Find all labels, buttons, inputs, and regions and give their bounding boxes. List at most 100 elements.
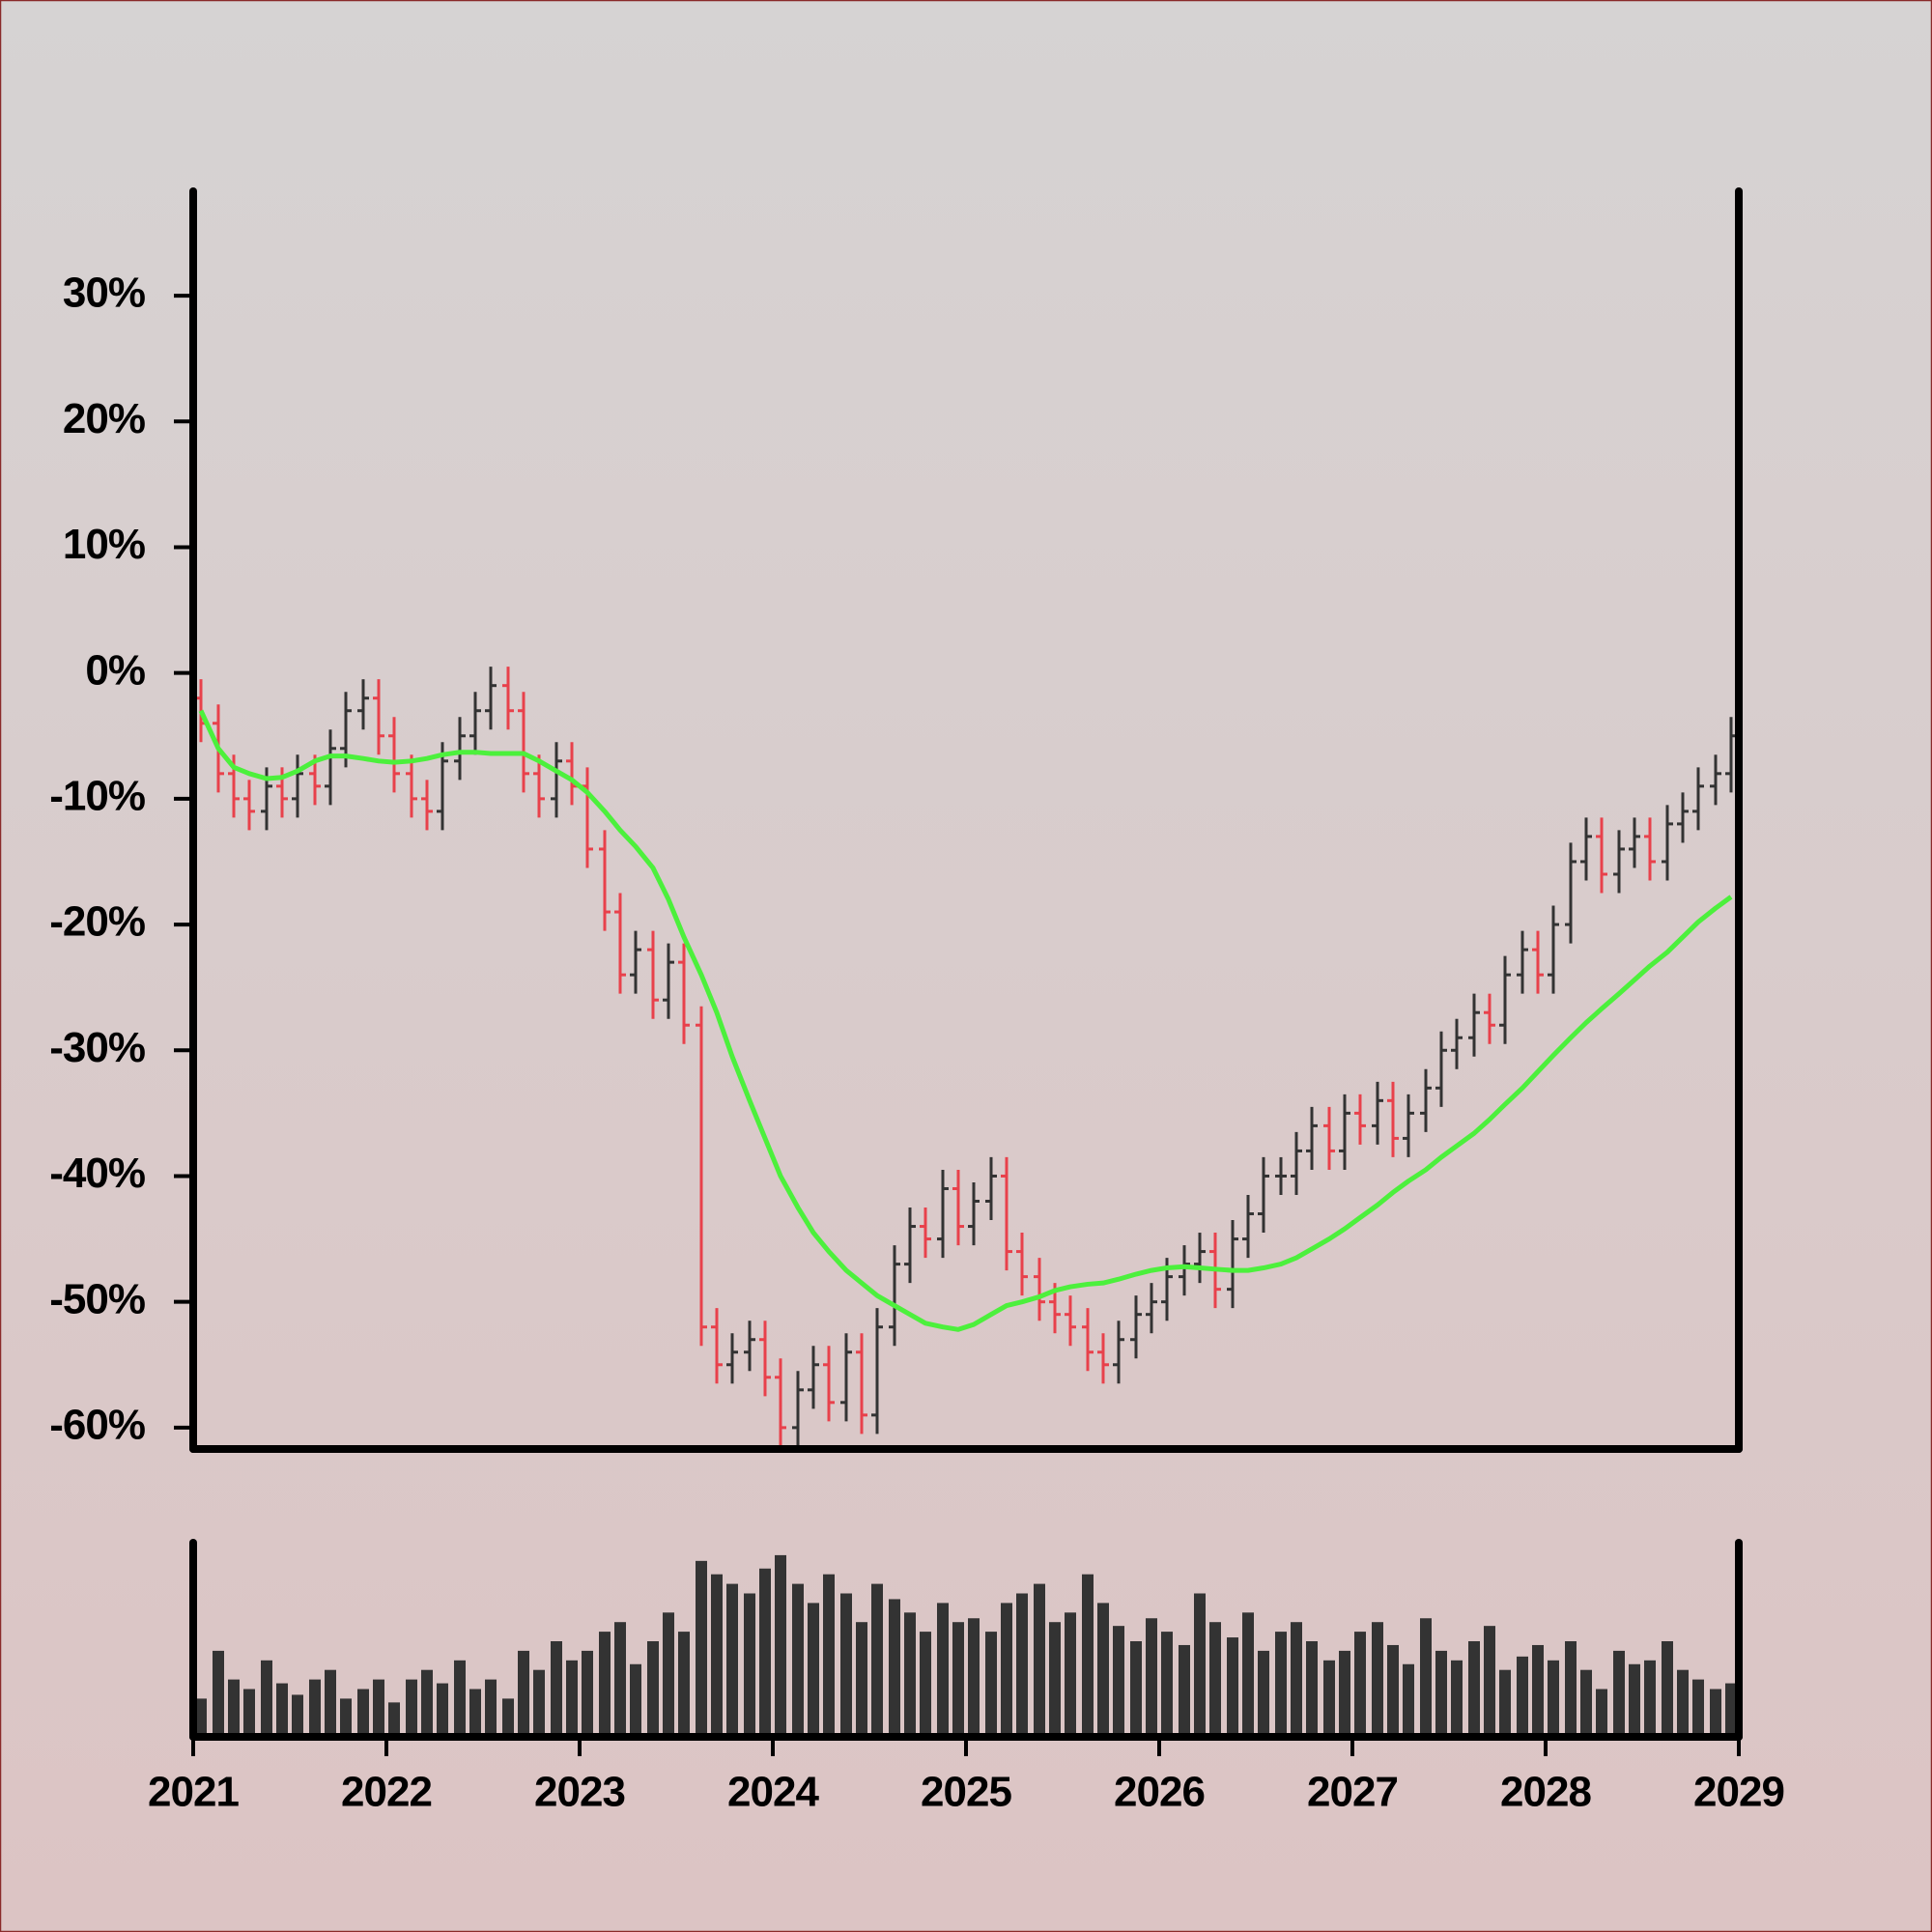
volume-bar [1227, 1637, 1238, 1737]
x-tick-label: 2027 [1307, 1769, 1398, 1816]
volume-bar [1161, 1632, 1173, 1737]
volume-bar [1387, 1644, 1399, 1737]
x-tick-label: 2023 [534, 1769, 625, 1816]
volume-bar [1049, 1622, 1061, 1737]
y-tick-label: 20% [63, 395, 145, 442]
volume-panel [195, 1554, 1737, 1737]
volume-bar [1339, 1650, 1350, 1737]
volume-bar [1146, 1618, 1157, 1737]
volume-bar [373, 1679, 384, 1737]
volume-bar [1662, 1641, 1673, 1737]
volume-bar [1677, 1669, 1689, 1737]
volume-bar [599, 1632, 611, 1737]
volume-bar [1517, 1656, 1528, 1737]
volume-bar [1580, 1669, 1592, 1737]
volume-bar [840, 1593, 852, 1737]
volume-bar [744, 1593, 755, 1737]
axes [189, 187, 1743, 1741]
volume-bar [325, 1669, 336, 1737]
volume-bar [454, 1660, 466, 1737]
x-tick-label: 2029 [1693, 1769, 1784, 1816]
volume-bar [1291, 1622, 1302, 1737]
volume-bar [1548, 1660, 1559, 1737]
volume-bar [566, 1660, 578, 1737]
y-tick-label: -40% [49, 1150, 145, 1197]
x-tick-label: 2028 [1500, 1769, 1591, 1816]
volume-bar [1113, 1626, 1124, 1737]
volume-bar [551, 1641, 562, 1737]
volume-bar [502, 1698, 514, 1737]
volume-bar [678, 1632, 690, 1737]
volume-bar [630, 1663, 641, 1737]
volume-bar [775, 1554, 786, 1737]
volume-bar [920, 1632, 931, 1737]
volume-bar [985, 1632, 997, 1737]
volume-bar [1692, 1679, 1704, 1737]
volume-bar [808, 1603, 819, 1737]
volume-bar [1451, 1660, 1463, 1737]
volume-bar [1644, 1660, 1656, 1737]
volume-bar [952, 1622, 964, 1737]
volume-bar [663, 1612, 674, 1737]
volume-bar [1242, 1612, 1254, 1737]
volume-bar [1082, 1574, 1094, 1737]
volume-bar [1323, 1660, 1335, 1737]
volume-bar [582, 1650, 593, 1737]
volume-bar [1565, 1641, 1577, 1737]
volume-bar [276, 1683, 288, 1737]
volume-bar [823, 1574, 835, 1737]
y-tick-label: 30% [63, 270, 145, 317]
volume-bar [1420, 1618, 1432, 1737]
y-tick-label: -50% [49, 1275, 145, 1322]
volume-bar [1403, 1663, 1414, 1737]
moving-average [198, 709, 1733, 1332]
volume-bar [1275, 1632, 1287, 1737]
y-tick-label: -60% [49, 1401, 145, 1448]
volume-bar [1596, 1689, 1607, 1737]
volume-bar [421, 1669, 433, 1737]
ticks: 30% 20% 10% 0% -10% -20% -30% -40% -50% -60% 2021 2… [49, 270, 1785, 1816]
volume-bar [726, 1583, 738, 1737]
volume-bar [518, 1650, 529, 1737]
volume-bar [1532, 1644, 1544, 1737]
volume-bar [388, 1702, 400, 1737]
x-tick-label: 2021 [148, 1769, 239, 1816]
volume-bar [533, 1669, 545, 1737]
volume-bar [1484, 1626, 1495, 1737]
x-tick-label: 2026 [1114, 1769, 1205, 1816]
volume-bar [1097, 1603, 1109, 1737]
volume-bar [1629, 1663, 1640, 1737]
volume-bar [968, 1618, 980, 1737]
volume-bar [647, 1641, 659, 1737]
volume-bar [904, 1612, 916, 1737]
x-tick-label: 2024 [727, 1769, 819, 1816]
x-tick-label: 2025 [921, 1769, 1011, 1816]
volume-bar [485, 1679, 497, 1737]
price-panel [195, 667, 1737, 1447]
volume-bar [1001, 1603, 1012, 1737]
volume-bar [1130, 1641, 1142, 1737]
volume-bar [696, 1560, 707, 1737]
y-tick-label: -30% [49, 1024, 145, 1071]
volume-bar [1194, 1593, 1206, 1737]
volume-bar [213, 1650, 224, 1737]
volume-bar [469, 1689, 481, 1737]
volume-bar [1179, 1644, 1190, 1737]
volume-bar [1710, 1689, 1721, 1737]
volume-bar [340, 1698, 352, 1737]
y-tick-label: -10% [49, 772, 145, 819]
volume-bar [1725, 1683, 1737, 1737]
y-tick-label: 0% [85, 646, 145, 694]
volume-bar [856, 1622, 867, 1737]
volume-bar [1034, 1583, 1045, 1737]
volume-bar [1065, 1612, 1076, 1737]
volume-bar [243, 1689, 255, 1737]
volume-bar [1499, 1669, 1511, 1737]
volume-bar [1613, 1650, 1625, 1737]
volume-bar [1372, 1622, 1383, 1737]
volume-bar [261, 1660, 272, 1737]
volume-bar [357, 1689, 369, 1737]
y-tick-label: -20% [49, 898, 145, 946]
